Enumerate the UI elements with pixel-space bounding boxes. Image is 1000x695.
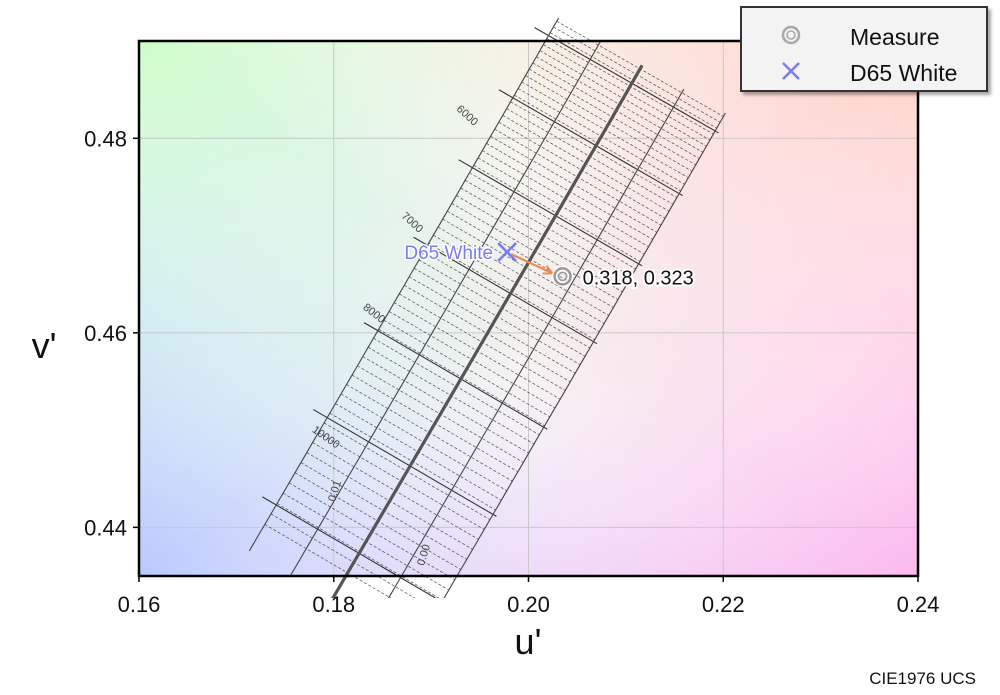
measure-point [553,267,572,286]
legend-label-d65: D65 White [850,60,958,86]
x-tick-label: 0.22 [702,592,745,617]
iso-duv-curve [387,88,685,598]
y-axis-title: v' [32,325,57,366]
iso-duv-curve [443,112,726,598]
footer-caption: CIE1976 UCS [869,669,976,688]
legend-label-measure: Measure [850,24,940,50]
d65-point [497,242,517,263]
iso-duv-curve [248,18,560,552]
isotherm-major [262,496,437,598]
isotherm-major [534,27,719,134]
offset-arrow [510,253,554,275]
isotherm-major [498,89,683,197]
isotherm-major [313,409,497,517]
y-tick-label: 0.44 [84,515,127,540]
x-marker-icon [782,62,800,80]
measure-label: 0.318, 0.323 [583,267,694,289]
x-tick-label: 0.18 [312,592,355,617]
d65-label: D65 White [404,243,493,264]
isotherm-major [363,322,548,430]
isotherm-major [413,236,598,345]
legend: Measure D65 White [740,6,988,92]
x-tick-label: 0.16 [118,592,161,617]
legend-item-measure: Measure [742,18,986,54]
legend-item-d65: D65 White [742,54,986,90]
isotherm-major [458,159,643,267]
data-marks: D65 White 0.318, 0.323 [403,242,696,292]
x-tick-label: 0.20 [507,592,550,617]
measure-point-inner [557,271,568,282]
x-tick-label: 0.24 [897,592,940,617]
iso-duv-curve [290,41,601,576]
planckian-locus [331,64,644,598]
y-tick-label: 0.48 [84,126,127,151]
offset-arrowhead [542,265,554,275]
x-axis-title: u' [515,621,542,662]
ring-marker-icon [781,25,801,45]
y-tick-label: 0.46 [84,321,127,346]
axis-ticks: 0.16 0.18 0.20 0.22 0.24 0.44 0.46 0.48 [84,126,939,617]
